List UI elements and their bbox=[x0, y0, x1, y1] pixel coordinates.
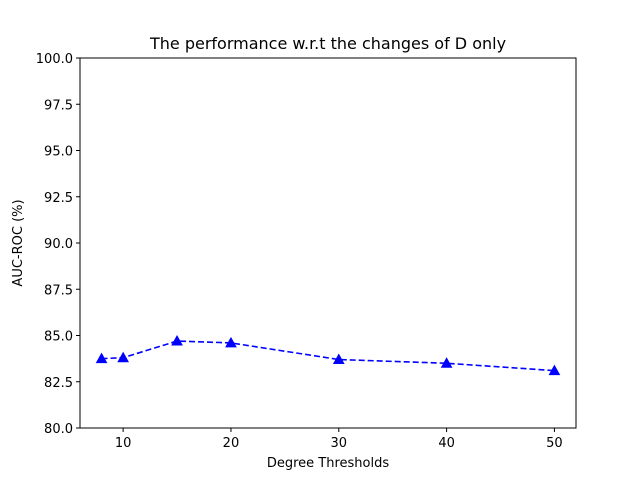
data-point bbox=[548, 364, 561, 376]
x-tick-label: 20 bbox=[223, 436, 240, 451]
y-tick-label: 80.0 bbox=[44, 422, 73, 437]
plot-frame bbox=[79, 57, 577, 429]
series-layer bbox=[95, 335, 561, 376]
data-point bbox=[225, 336, 237, 348]
x-axis-label: Degree Thresholds bbox=[267, 456, 390, 471]
y-tick-label: 97.5 bbox=[44, 98, 73, 113]
y-axis-label: AUC-ROC (%) bbox=[11, 199, 26, 286]
y-tick-label: 92.5 bbox=[44, 191, 73, 206]
data-point bbox=[440, 357, 453, 368]
x-tick-label: 40 bbox=[438, 436, 455, 451]
chart-title: The performance w.r.t the changes of D o… bbox=[149, 34, 506, 53]
data-point bbox=[332, 353, 345, 365]
x-axis: 10 20 30 40 50 bbox=[115, 428, 563, 451]
y-tick-label: 95.0 bbox=[44, 145, 73, 160]
data-point bbox=[117, 351, 129, 363]
data-point bbox=[95, 352, 108, 364]
y-tick-label: 87.5 bbox=[44, 283, 73, 298]
y-tick-label: 90.0 bbox=[44, 237, 73, 252]
x-tick-label: 30 bbox=[331, 436, 348, 451]
y-tick-label: 82.5 bbox=[44, 376, 73, 391]
x-tick-label: 10 bbox=[115, 436, 132, 451]
y-tick-label: 100.0 bbox=[36, 52, 73, 67]
data-point bbox=[171, 335, 183, 346]
y-tick-label: 85.0 bbox=[44, 330, 73, 345]
y-axis: 80.0 82.5 85.0 87.5 90.0 92.5 95.0 97.5 100.0 bbox=[36, 52, 80, 437]
x-tick-label: 50 bbox=[546, 436, 563, 451]
